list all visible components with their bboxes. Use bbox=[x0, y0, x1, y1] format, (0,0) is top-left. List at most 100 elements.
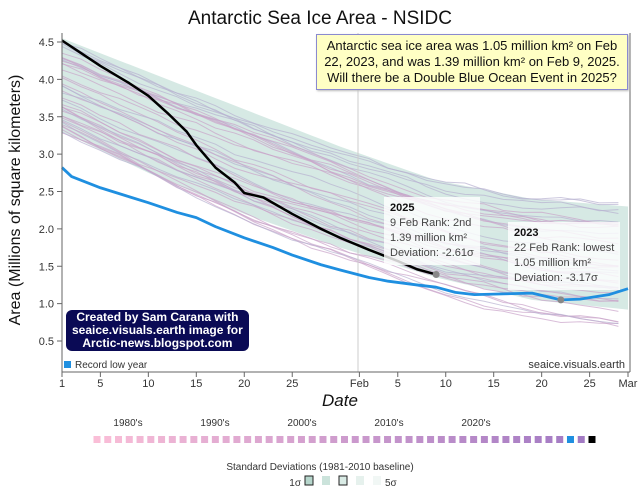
year-swatch-1993[interactable] bbox=[244, 436, 252, 443]
year-swatch-1998[interactable] bbox=[297, 436, 305, 443]
sd-swatch-1 bbox=[304, 475, 314, 486]
year-swatch-2015[interactable] bbox=[480, 436, 488, 443]
historical-year-line bbox=[61, 131, 619, 325]
year-swatch-2000[interactable] bbox=[319, 436, 327, 443]
year-swatch-2019[interactable] bbox=[523, 436, 531, 443]
tooltip-rank: 9 Feb Rank: 2nd bbox=[390, 217, 472, 229]
decade-label: 2000's bbox=[287, 418, 316, 429]
tooltip-2025: 2025 9 Feb Rank: 2nd 1.39 million km² De… bbox=[384, 197, 480, 265]
year-swatch-1991[interactable] bbox=[222, 436, 230, 443]
sd-legend-title: Standard Deviations (1981-2010 baseline) bbox=[226, 462, 413, 473]
sd-swatch-5 bbox=[373, 476, 381, 485]
year-swatch-2012[interactable] bbox=[448, 436, 456, 443]
year-swatch-2017[interactable] bbox=[502, 436, 510, 443]
x-tick-label: Feb bbox=[350, 378, 369, 390]
y-tick-label: 2.0 bbox=[39, 224, 54, 236]
x-tick-label: 10 bbox=[440, 378, 452, 390]
year-swatch-1995[interactable] bbox=[265, 436, 273, 443]
chart-title: Antarctic Sea Ice Area - NSIDC bbox=[188, 8, 452, 29]
marker-2025[interactable] bbox=[432, 270, 440, 278]
year-swatch-2005[interactable] bbox=[373, 436, 381, 443]
decade-label: 1980's bbox=[113, 418, 142, 429]
year-swatch-2025[interactable] bbox=[588, 436, 596, 443]
year-swatch-2013[interactable] bbox=[459, 436, 467, 443]
x-tick-label: 10 bbox=[142, 378, 154, 390]
year-swatch-2006[interactable] bbox=[384, 436, 392, 443]
year-swatch-2007[interactable] bbox=[394, 436, 402, 443]
year-swatch-1985[interactable] bbox=[158, 436, 166, 443]
year-swatch-1979[interactable] bbox=[93, 436, 101, 443]
sd-swatch-3 bbox=[338, 475, 348, 486]
year-swatch-1981[interactable] bbox=[115, 436, 123, 443]
historical-year-line bbox=[61, 115, 619, 312]
year-swatch-2021[interactable] bbox=[545, 436, 553, 443]
year-swatch-1984[interactable] bbox=[147, 436, 155, 443]
historical-year-line bbox=[61, 129, 619, 323]
historical-year-line bbox=[61, 40, 619, 214]
y-tick-label: 4.5 bbox=[39, 37, 54, 49]
year-swatch-1982[interactable] bbox=[125, 436, 133, 443]
x-tick-label: Mar bbox=[619, 378, 638, 390]
year-swatch-1986[interactable] bbox=[168, 436, 176, 443]
year-swatch-2014[interactable] bbox=[470, 436, 478, 443]
sd-swatch-4 bbox=[356, 476, 364, 485]
y-axis-label: Area (Millions of square kilometers) bbox=[7, 75, 24, 326]
y-tick-label: 1.0 bbox=[39, 299, 54, 311]
year-swatch-1983[interactable] bbox=[136, 436, 144, 443]
y-tick-label: 2.5 bbox=[39, 187, 54, 199]
year-swatch-1992[interactable] bbox=[233, 436, 241, 443]
year-swatch-2003[interactable] bbox=[351, 436, 359, 443]
year-swatch-2001[interactable] bbox=[330, 436, 338, 443]
year-swatch-2020[interactable] bbox=[534, 436, 542, 443]
series-line-2025[interactable] bbox=[61, 39, 437, 276]
year-swatch-2018[interactable] bbox=[513, 436, 521, 443]
year-swatch-2002[interactable] bbox=[341, 436, 348, 443]
marker-2023[interactable] bbox=[557, 296, 565, 304]
year-swatch-2008[interactable] bbox=[405, 436, 413, 443]
year-swatch-1989[interactable] bbox=[201, 436, 209, 443]
sd-legend-low: 1σ bbox=[289, 478, 302, 489]
sd-swatch-2 bbox=[322, 476, 330, 485]
tooltip-deviation: Deviation: -2.61σ bbox=[390, 247, 474, 259]
y-tick-label: 3.0 bbox=[39, 149, 54, 161]
y-tick-label: 3.5 bbox=[39, 112, 54, 124]
x-tick-label: 20 bbox=[238, 378, 250, 390]
year-swatch-2010[interactable] bbox=[427, 436, 435, 443]
year-swatch-2009[interactable] bbox=[416, 436, 424, 443]
decade-label: 2010's bbox=[374, 418, 403, 429]
year-swatch-2004[interactable] bbox=[362, 436, 370, 443]
year-swatch-2022[interactable] bbox=[556, 436, 564, 443]
credit-box: Created by Sam Carana with seaice.visual… bbox=[66, 310, 249, 351]
record-low-legend-label: Record low year bbox=[75, 360, 148, 371]
tooltip-year: 2023 bbox=[514, 227, 539, 239]
historical-year-line bbox=[61, 43, 619, 204]
year-swatch-2016[interactable] bbox=[491, 436, 499, 443]
year-swatch-1980[interactable] bbox=[104, 436, 112, 443]
year-swatch-1997[interactable] bbox=[287, 436, 295, 443]
historical-year-line bbox=[61, 42, 619, 212]
decade-label: 2020's bbox=[461, 418, 490, 429]
credit-line-3: Arctic-news.blogspot.com bbox=[82, 336, 233, 350]
year-swatch-1994[interactable] bbox=[254, 436, 262, 443]
year-swatch-1987[interactable] bbox=[179, 436, 187, 443]
watermark: seaice.visuals.earth bbox=[528, 359, 625, 371]
series-line-2023[interactable] bbox=[61, 166, 629, 302]
decade-label: 1990's bbox=[200, 418, 229, 429]
year-swatch-1996[interactable] bbox=[276, 436, 284, 443]
year-swatch-1990[interactable] bbox=[211, 436, 219, 443]
historical-year-line bbox=[61, 69, 619, 228]
x-axis-label: Date bbox=[322, 391, 358, 410]
year-swatch-1988[interactable] bbox=[190, 436, 198, 443]
year-swatch-2023[interactable] bbox=[566, 436, 574, 443]
x-tick-label: 15 bbox=[190, 378, 202, 390]
y-tick-label: 0.5 bbox=[39, 336, 54, 348]
tooltip-deviation: Deviation: -3.17σ bbox=[514, 272, 598, 284]
x-tick-label: 5 bbox=[395, 378, 401, 390]
year-swatch-1999[interactable] bbox=[308, 436, 316, 443]
x-tick-label: 25 bbox=[584, 378, 596, 390]
x-tick-label: 20 bbox=[536, 378, 548, 390]
year-swatch-2024[interactable] bbox=[577, 436, 585, 443]
year-swatch-2011[interactable] bbox=[437, 436, 445, 443]
x-tick-label: 1 bbox=[59, 378, 65, 390]
historical-year-line bbox=[61, 52, 619, 225]
